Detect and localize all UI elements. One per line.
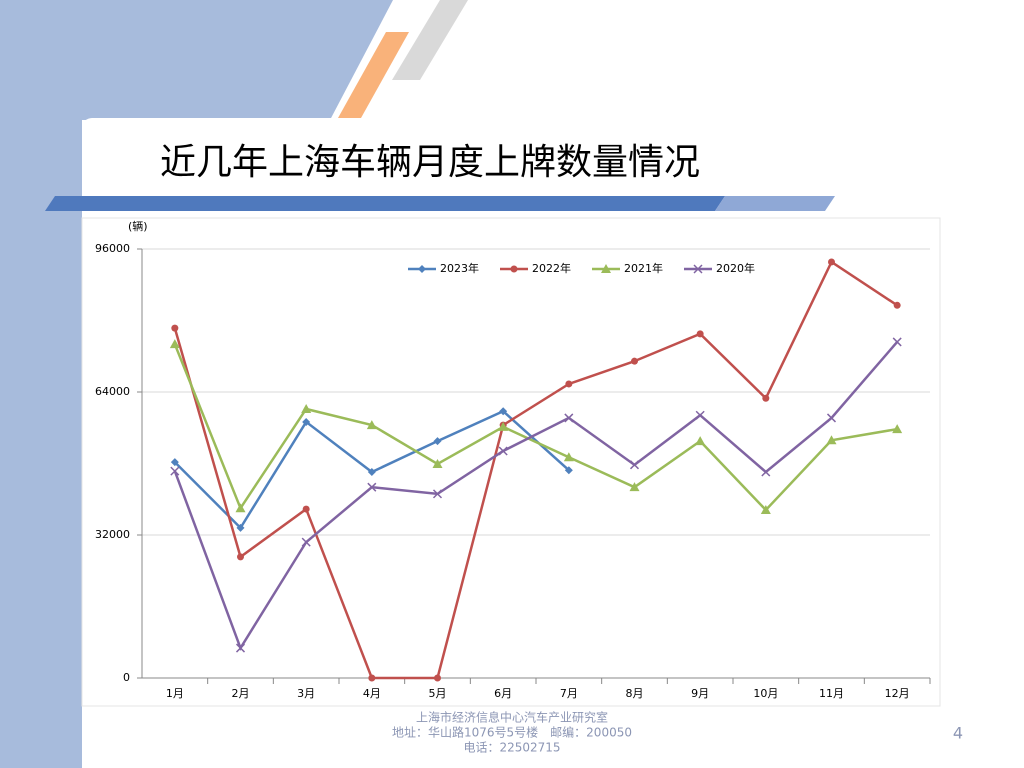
legend-marker <box>418 265 426 273</box>
data-point <box>367 482 377 492</box>
y-tick-label: 64000 <box>95 385 130 398</box>
data-point <box>432 489 443 499</box>
data-point <box>893 301 901 309</box>
legend-label: 2023年 <box>440 261 479 275</box>
data-point <box>629 482 640 492</box>
data-point <box>302 417 311 426</box>
data-point <box>302 505 310 513</box>
title-band-light <box>715 196 835 211</box>
data-point <box>564 413 574 423</box>
gray-stripe <box>392 0 468 80</box>
orange-stripe <box>338 32 409 118</box>
legend-label: 2022年 <box>532 261 571 275</box>
legend-label: 2020年 <box>716 261 755 275</box>
data-point <box>237 553 244 561</box>
data-point <box>368 674 376 682</box>
page-number: 4 <box>953 724 963 743</box>
data-point <box>761 467 771 477</box>
data-point <box>695 410 705 420</box>
footer-line: 电话：22502715 <box>463 741 560 755</box>
x-tick-label: 1月 <box>166 687 184 700</box>
data-point <box>760 504 771 514</box>
series-line <box>173 260 898 680</box>
data-point <box>695 436 706 446</box>
data-point <box>631 357 638 365</box>
x-tick-label: 8月 <box>626 687 644 700</box>
data-point <box>170 466 180 476</box>
data-point <box>170 458 179 467</box>
legend-marker <box>510 265 518 273</box>
data-point <box>301 403 312 413</box>
x-tick-label: 7月 <box>560 687 578 700</box>
legend-marker <box>693 264 703 274</box>
title-band <box>45 196 725 211</box>
y-axis-label: (辆) <box>128 219 148 233</box>
data-point <box>235 503 246 513</box>
data-point <box>434 674 441 682</box>
data-point <box>762 394 770 402</box>
data-point <box>563 452 574 462</box>
data-point <box>498 446 508 456</box>
data-point <box>432 458 443 468</box>
data-point <box>235 643 246 653</box>
data-point <box>498 421 509 431</box>
data-point <box>892 424 903 434</box>
data-point <box>236 523 245 532</box>
data-point <box>892 337 902 347</box>
data-point <box>826 435 837 445</box>
chart-frame <box>81 217 941 707</box>
x-tick-label: 2月 <box>232 687 250 700</box>
x-tick-label: 6月 <box>494 687 512 700</box>
data-point <box>169 339 180 349</box>
x-tick-label: 9月 <box>691 687 709 700</box>
top-shape <box>0 0 393 120</box>
data-point <box>826 413 837 423</box>
data-point <box>629 460 640 470</box>
y-tick-label: 32000 <box>95 528 130 541</box>
y-tick-label: 0 <box>123 671 130 684</box>
content-panel <box>82 118 1024 768</box>
series-line <box>173 343 898 512</box>
x-tick-label: 11月 <box>819 687 844 700</box>
data-point <box>367 467 376 476</box>
data-point <box>499 407 508 416</box>
series-line <box>173 341 899 651</box>
data-point <box>301 537 311 547</box>
footer-line: 地址：华山路1076号5号楼 邮编：200050 <box>392 725 632 740</box>
legend-marker <box>601 264 611 273</box>
x-tick-label: 3月 <box>297 687 315 700</box>
data-point <box>828 258 835 266</box>
x-tick-label: 5月 <box>429 687 447 700</box>
slide-title: 近几年上海车辆月度上牌数量情况 <box>160 142 700 183</box>
legend-label: 2021年 <box>624 261 663 275</box>
y-tick-label: 96000 <box>95 242 130 255</box>
x-tick-label: 4月 <box>363 687 381 700</box>
data-point <box>565 380 573 388</box>
data-point <box>696 330 704 338</box>
data-point <box>171 324 179 332</box>
x-tick-label: 12月 <box>885 687 910 700</box>
data-point <box>433 437 442 446</box>
data-point <box>366 420 377 430</box>
footer-line: 上海市经济信息中心汽车产业研究室 <box>416 710 608 725</box>
x-tick-label: 10月 <box>753 687 778 700</box>
data-point <box>564 466 573 475</box>
left-strip <box>0 0 82 768</box>
